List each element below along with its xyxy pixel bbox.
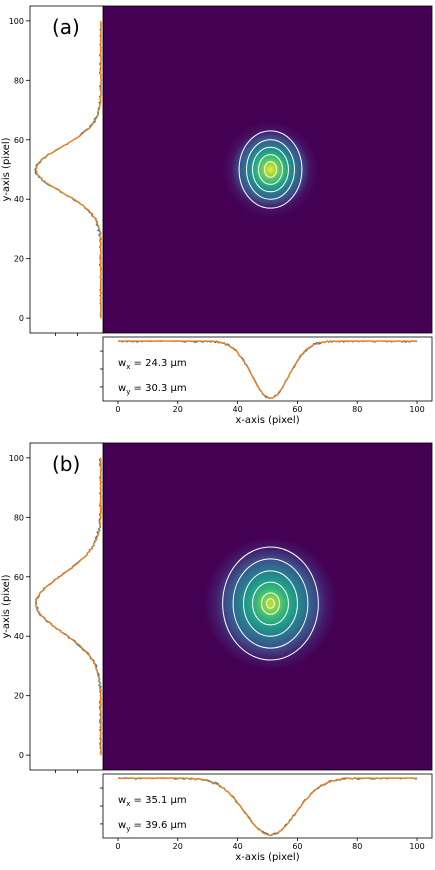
x-tick-label: 0	[115, 842, 120, 851]
y-tick-label: 100	[9, 454, 24, 463]
contour-line	[258, 154, 283, 185]
y-profile-series-2	[34, 20, 102, 319]
y-tick-label: 0	[19, 751, 24, 760]
x-tick-label: 80	[352, 405, 362, 414]
contour-line	[266, 598, 275, 609]
contour-line	[243, 570, 298, 637]
contour-line	[264, 161, 277, 178]
x-axis-label: x-axis (pixel)	[235, 852, 299, 863]
x-tick-label: 20	[173, 842, 183, 851]
x-tick-label: 60	[292, 405, 302, 414]
panel-b: 0 20 40 60 80 100 y-axis (pixel) (b) 0 20 40 60 80 10…	[1, 442, 433, 863]
x-tick-label: 40	[232, 842, 242, 851]
y-tick-label: 60	[14, 136, 24, 145]
panel-a: 0 20 40 60 80 100 y-axis (pixel) (a) 0 20 40 60 80 10…	[1, 5, 433, 426]
y-tick-label: 80	[14, 513, 24, 522]
y-tick-label: 60	[14, 573, 24, 582]
y-profile-series-2	[34, 457, 102, 756]
x-tick-label: 100	[409, 405, 424, 414]
beam-spot	[222, 110, 319, 229]
y-tick-label: 40	[14, 632, 24, 641]
wx-annotation: wx = 24.3 μm	[118, 358, 187, 371]
y-tick-label: 80	[14, 76, 24, 85]
panel-label: (a)	[52, 15, 80, 39]
x-profile-frame	[102, 336, 433, 402]
wx-annotation: wx = 35.1 μm	[118, 795, 187, 808]
x-tick-label: 0	[115, 405, 120, 414]
x-tick-label: 60	[292, 842, 302, 851]
y-profile-frame	[29, 442, 104, 771]
x-profile-series-2	[117, 340, 418, 399]
x-tick-label: 80	[352, 842, 362, 851]
x-tick-label: 100	[409, 842, 424, 851]
x-profile-series-2	[117, 777, 418, 837]
x-tick-label: 20	[173, 405, 183, 414]
x-tick-label: 40	[232, 405, 242, 414]
x-profile-frame	[102, 773, 433, 839]
contour-line	[246, 139, 295, 200]
contour-line	[238, 130, 303, 209]
contour-line	[232, 558, 309, 649]
beam-spot	[204, 529, 337, 678]
y-axis-label: y-axis (pixel)	[1, 137, 12, 201]
wy-annotation: wy = 39.6 μm	[118, 820, 187, 833]
y-tick-label: 40	[14, 195, 24, 204]
y-tick-label: 0	[19, 314, 24, 323]
x-axis-label: x-axis (pixel)	[235, 415, 299, 426]
y-axis-label: y-axis (pixel)	[1, 574, 12, 638]
contour-line	[252, 581, 289, 626]
wy-annotation: wy = 30.3 μm	[118, 383, 187, 396]
contour-line	[261, 592, 280, 615]
y-profile-frame	[29, 5, 104, 334]
y-tick-label: 100	[9, 17, 24, 26]
panel-label: (b)	[52, 452, 80, 476]
contour-line	[222, 546, 319, 661]
y-tick-label: 20	[14, 692, 24, 701]
contour-line	[252, 146, 289, 193]
y-tick-label: 20	[14, 255, 24, 264]
